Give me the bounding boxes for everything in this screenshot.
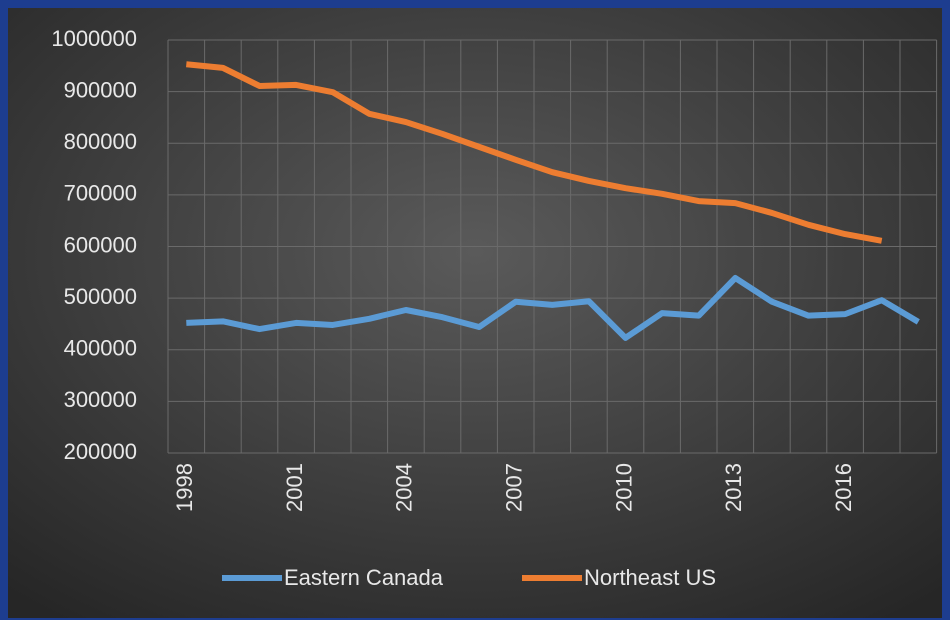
y-tick-label: 700000: [64, 181, 137, 206]
series-line: [186, 274, 920, 341]
x-tick-label: 2007: [502, 463, 527, 512]
y-tick-label: 800000: [64, 129, 137, 154]
x-tick-label: 2010: [611, 463, 636, 512]
y-tick-label: 500000: [64, 284, 137, 309]
y-tick-label: 400000: [64, 336, 137, 361]
x-tick-label: 2016: [831, 463, 856, 512]
y-tick-label: 300000: [64, 387, 137, 412]
y-tick-label: 200000: [64, 439, 137, 464]
x-tick-label: 2001: [282, 463, 307, 512]
legend-label: Northeast US: [584, 565, 716, 590]
series-line: [186, 61, 883, 244]
y-tick-label: 1000000: [51, 26, 137, 51]
legend-label: Eastern Canada: [284, 565, 444, 590]
y-tick-label: 900000: [64, 77, 137, 102]
x-tick-label: 2013: [721, 463, 746, 512]
x-tick-label: 2004: [392, 463, 417, 512]
y-tick-label: 600000: [64, 232, 137, 257]
chart-background: [8, 8, 942, 618]
x-tick-label: 1998: [172, 463, 197, 512]
